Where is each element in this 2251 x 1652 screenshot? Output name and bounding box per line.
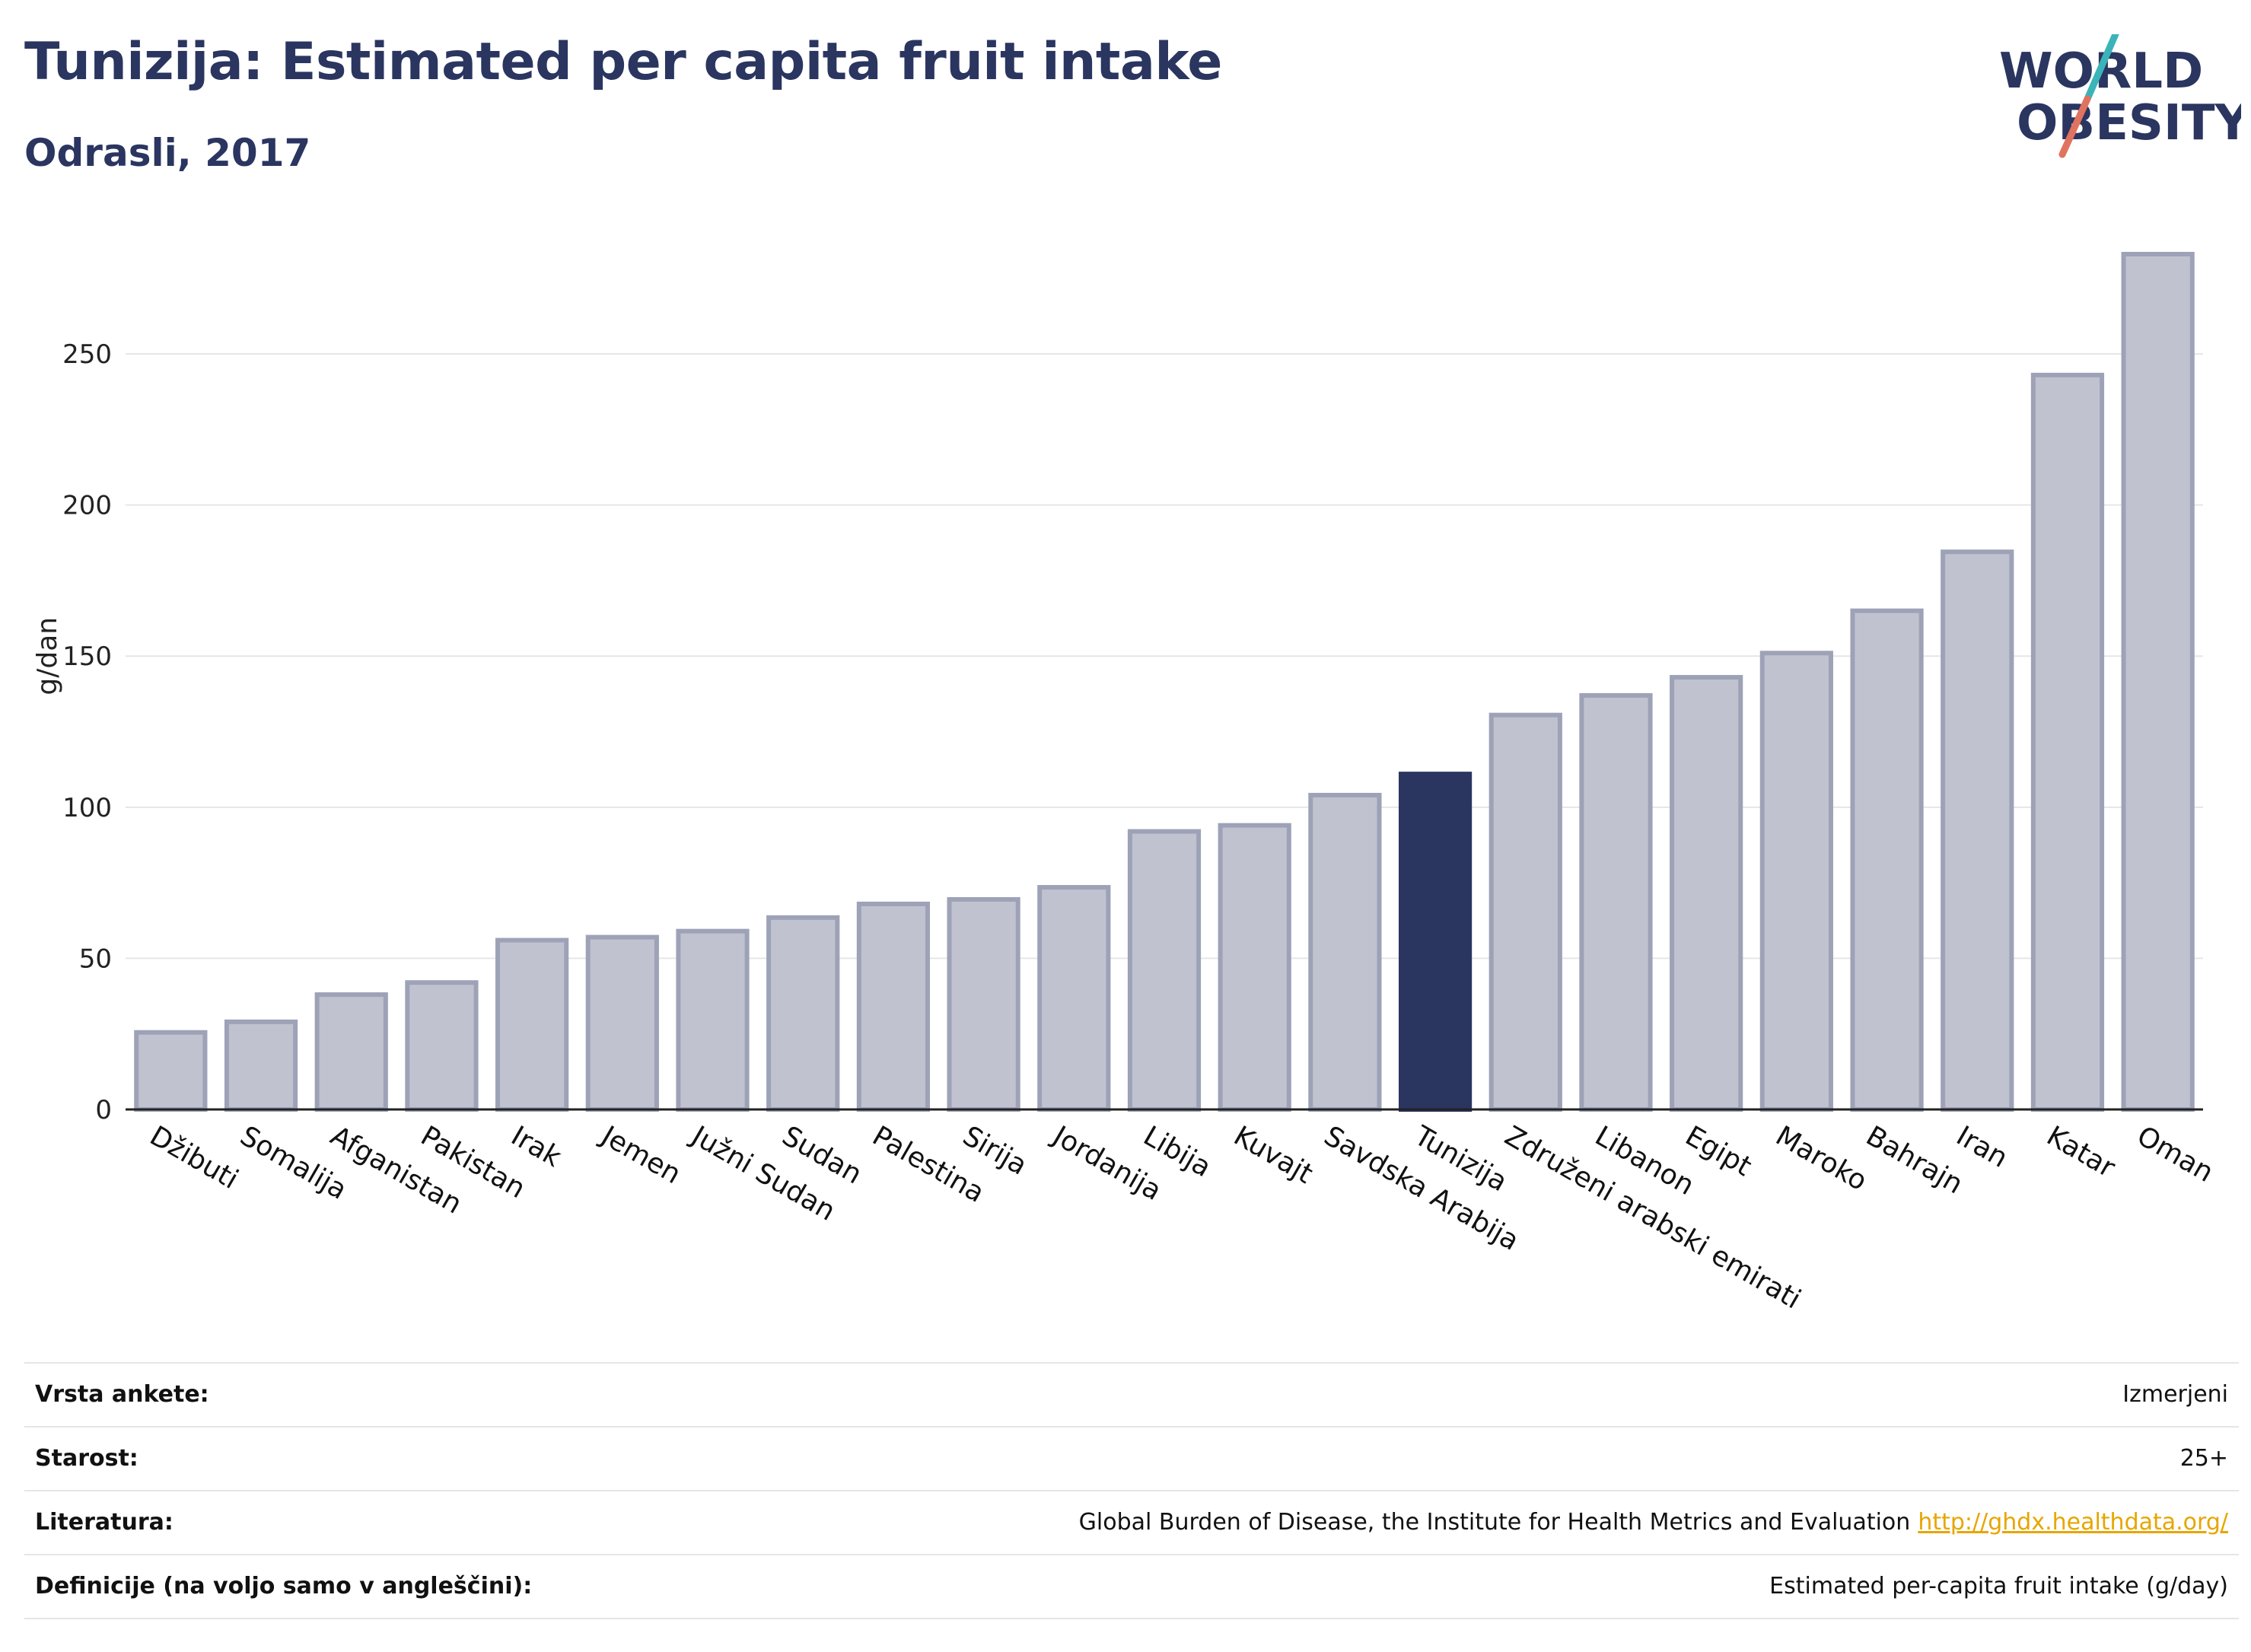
bar [1218,823,1291,1112]
bar [766,915,840,1112]
bar [1308,792,1382,1112]
y-tick-label: 150 [62,641,112,672]
meta-row-survey-type: Vrsta ankete: Izmerjeni [24,1362,2239,1426]
bar [495,937,569,1112]
logo-line2: OBESITY [2017,95,2241,151]
bar [314,992,388,1112]
bar [224,1019,298,1112]
meta-value: Global Burden of Disease, the Institute … [1078,1509,1911,1536]
x-tick-label: Oman [2132,1120,2218,1189]
bar [676,928,750,1112]
meta-label: Literatura: [35,1509,174,1536]
chart-title: Tunizija: Estimated per capita fruit int… [24,32,1222,92]
meta-value: Estimated per-capita fruit intake (g/day… [1769,1573,2228,1599]
bar [1850,608,1924,1112]
bar [1759,651,1833,1112]
bar [1127,829,1202,1112]
bar [585,934,659,1112]
x-tick-label: Džibuti [145,1120,244,1195]
bar-chart: 050100150200250g/danDžibutiSomalijaAfgan… [32,252,2218,1316]
meta-row-definition: Definicije (na voljo samo v angleščini):… [24,1554,2239,1619]
meta-label: Vrsta ankete: [35,1381,209,1408]
meta-value: Izmerjeni [2122,1381,2228,1408]
x-tick-label: Irak [506,1120,567,1173]
y-tick-label: 0 [95,1095,112,1125]
y-tick-label: 100 [62,793,112,823]
meta-label: Starost: [35,1445,138,1472]
meta-table: Vrsta ankete: Izmerjeni Starost: 25+ Lit… [24,1362,2239,1619]
y-tick-label: 50 [79,944,112,974]
bar [2121,252,2195,1112]
bar [947,896,1020,1112]
bar [856,901,931,1112]
bar [1488,712,1562,1112]
world-obesity-logo: WORLD OBESITY [1999,34,2241,158]
logo-slash-coral [2058,95,2091,158]
meta-label: Definicije (na voljo samo v angleščini): [35,1573,533,1599]
y-tick-label: 200 [62,491,112,521]
bar [134,1030,208,1112]
bar [1037,885,1111,1112]
x-tick-label: Katar [2041,1120,2120,1184]
x-tick-label: Kuvajt [1228,1120,1318,1190]
bar-highlight [1398,772,1473,1112]
y-axis-label: g/dan [32,617,63,695]
bar [2030,372,2105,1112]
x-tick-label: Iran [1951,1120,2013,1174]
meta-value: 25+ [2179,1445,2228,1472]
x-tick-label: Bahrajn [1861,1120,1968,1200]
bar [1579,692,1653,1112]
chart-subtitle: Odrasli, 2017 [24,131,311,175]
logo-slash-teal [2084,34,2119,103]
source-link[interactable]: http://ghdx.healthdata.org/ [1918,1509,2228,1536]
x-tick-label: Jemen [595,1119,686,1190]
bar [1670,675,1743,1112]
meta-row-literature: Literatura: Global Burden of Disease, th… [24,1490,2239,1554]
y-tick-label: 250 [62,339,112,370]
meta-value-group: Global Burden of Disease, the Institute … [1079,1491,2228,1554]
bar [1941,549,2014,1112]
x-tick-label: Maroko [1770,1120,1872,1197]
bar [405,980,479,1112]
meta-row-age: Starost: 25+ [24,1426,2239,1490]
